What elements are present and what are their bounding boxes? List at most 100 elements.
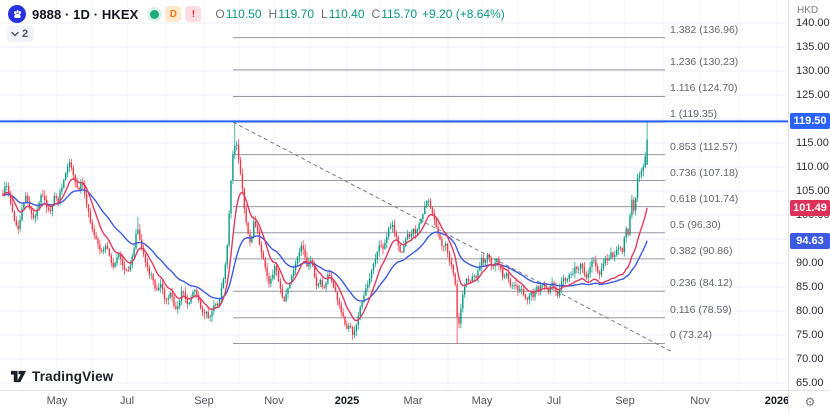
ohlc-value: 115.70	[381, 7, 417, 21]
candle-body	[36, 209, 38, 217]
candle-body	[323, 287, 325, 288]
time-axis-label: May	[471, 395, 493, 407]
candle-body	[576, 266, 578, 270]
candle-body	[38, 202, 40, 210]
candle-body	[391, 224, 394, 227]
candle-body	[173, 296, 175, 307]
candle-body	[123, 266, 126, 270]
symbol-title[interactable]: 9888 · 1D · HKEX	[32, 6, 139, 22]
candle-body	[439, 233, 441, 240]
chart-pane[interactable]: 1.382 (136.96) 1.236 (130.23) 1.116 (124.7…	[0, 0, 788, 390]
paw-icon	[13, 9, 21, 18]
price-axis-label: 75.00	[796, 328, 824, 341]
candle-body	[325, 282, 327, 288]
time-axis-label: Sep	[615, 395, 635, 407]
candle-body	[351, 326, 354, 335]
candle-body	[251, 236, 253, 243]
candle-body	[114, 263, 116, 268]
symbol-logo-icon[interactable]	[8, 5, 26, 23]
candle-body	[247, 222, 249, 234]
price-axis[interactable]: HKD 140.00135.00130.00125.00120.00115.00…	[788, 0, 830, 390]
candle-body	[125, 269, 128, 271]
axis-settings-corner[interactable]: ⚙	[788, 390, 830, 412]
candle-body	[534, 290, 536, 298]
candle-body	[524, 294, 527, 299]
candle-body	[598, 271, 601, 275]
ohlc-letter: C	[371, 7, 381, 21]
ohlc-value: 110.50	[225, 7, 262, 21]
candle-body	[614, 255, 616, 257]
candle-body	[593, 260, 595, 262]
tradingview-logo[interactable]: TradingView	[10, 368, 113, 385]
candle-body	[207, 311, 209, 318]
candle-body	[490, 258, 492, 265]
candle-body	[464, 285, 466, 295]
candle-body	[186, 299, 188, 304]
candle-body	[393, 224, 396, 233]
candle-body	[23, 202, 25, 209]
candle-body	[646, 139, 648, 165]
timeframe-chip[interactable]: D	[165, 6, 182, 22]
candle-body	[353, 330, 356, 335]
ohlc-segment: H 119.70	[269, 7, 314, 21]
candle-body	[101, 250, 103, 252]
candle-body	[91, 222, 93, 229]
candle-body	[616, 249, 618, 256]
candle-body	[120, 254, 122, 260]
collapsed-indicators-count: 2	[22, 28, 29, 40]
fib-label: 0.736 (107.18)	[670, 166, 739, 179]
candle-body	[266, 267, 268, 277]
candle-body	[277, 270, 280, 281]
candle-body	[319, 280, 321, 285]
candle-body	[34, 216, 36, 218]
candle-body	[304, 249, 306, 258]
price-axis-label: 70.00	[796, 352, 824, 365]
price-axis-label: 80.00	[796, 304, 824, 317]
candle-body	[369, 278, 371, 285]
candle-body	[644, 156, 646, 168]
candle-body	[348, 326, 350, 329]
candle-body	[142, 247, 145, 255]
candle-body	[175, 306, 177, 309]
candle-body	[152, 274, 154, 281]
candle-body	[87, 204, 90, 213]
candle-body	[19, 220, 21, 230]
candle-body	[600, 268, 603, 275]
candle-body	[70, 162, 73, 168]
candle-body	[477, 270, 479, 279]
candle-body	[180, 291, 183, 301]
candle-body	[587, 273, 589, 278]
candle-body	[426, 201, 428, 206]
candle-body	[365, 288, 367, 296]
candle-body	[222, 278, 225, 289]
candle-body	[51, 205, 54, 211]
time-axis-label: 2026	[764, 395, 790, 407]
candle-body	[28, 201, 31, 209]
candle-body	[424, 205, 426, 215]
collapsed-indicators-button[interactable]: 2	[7, 26, 35, 42]
candle-body	[557, 291, 559, 296]
candle-body	[399, 245, 401, 252]
candle-body	[559, 288, 561, 296]
candle-body	[515, 284, 517, 286]
time-axis[interactable]: May Jul Sep Nov 2025 Mar May Jul Sep Nov 2026	[0, 390, 790, 412]
candle-body	[583, 267, 586, 275]
candle-body	[604, 258, 606, 264]
ma-fast-line	[2, 178, 648, 322]
candle-body	[636, 177, 639, 199]
ohlc-value: 119.70	[278, 7, 315, 21]
alert-chip[interactable]: !	[185, 6, 202, 22]
candle-body	[275, 265, 278, 271]
candle-body	[547, 287, 549, 293]
market-status-dot[interactable]	[150, 9, 160, 19]
time-axis-label: Sep	[194, 395, 214, 407]
candle-body	[15, 220, 17, 226]
candle-body	[568, 274, 570, 280]
candle-body	[410, 234, 413, 237]
candle-body	[469, 280, 472, 282]
trendline-dashed	[232, 121, 673, 353]
time-axis-label: Mar	[403, 395, 423, 407]
candle-body	[122, 259, 124, 267]
candle-body	[589, 267, 591, 274]
candle-body	[361, 302, 363, 308]
